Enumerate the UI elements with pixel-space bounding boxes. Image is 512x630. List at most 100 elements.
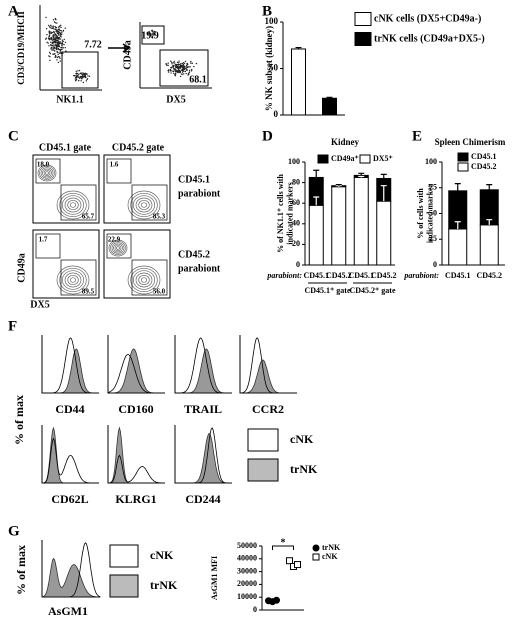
- event-dot: [183, 66, 185, 68]
- event-dot: [62, 29, 65, 32]
- panel-letter: E: [412, 128, 422, 144]
- error-bar: [454, 183, 461, 191]
- histogram-trnk: [41, 557, 100, 598]
- event-dot: [56, 59, 58, 61]
- legend-label: CD45.1: [471, 152, 497, 161]
- y-tick-label: 75: [429, 183, 437, 192]
- event-dot: [187, 66, 189, 68]
- event-dot: [48, 24, 50, 27]
- event-dot: [74, 78, 77, 80]
- event-dot: [174, 72, 177, 74]
- contour: [138, 199, 150, 211]
- event-dot: [176, 63, 178, 66]
- marker-label: CCR2: [252, 402, 284, 416]
- event-dot: [61, 41, 63, 43]
- event-dot: [57, 55, 60, 58]
- gate: [106, 158, 132, 184]
- legend-label: cNK: [150, 548, 174, 562]
- event-dot: [51, 49, 53, 51]
- event-dot: [53, 28, 55, 30]
- contour: [67, 199, 79, 211]
- y-tick-label: 0: [433, 260, 437, 269]
- event-dot: [171, 63, 173, 65]
- event-dot: [178, 64, 181, 66]
- event-dot: [48, 51, 51, 54]
- event-dot: [53, 53, 55, 55]
- label: 7.72: [84, 39, 102, 50]
- plot-frame: [32, 229, 100, 299]
- event-dot: [50, 38, 52, 41]
- y-tick-label: 60: [292, 198, 300, 207]
- point: [294, 561, 301, 569]
- event-dot: [48, 45, 50, 47]
- marker-label: AsGM1: [48, 604, 88, 618]
- event-dot: [181, 65, 183, 68]
- event-dot: [188, 71, 190, 74]
- event-dot: [50, 24, 52, 27]
- label: 89.5: [82, 288, 95, 296]
- event-dot: [173, 62, 176, 64]
- event-dot: [53, 41, 56, 43]
- event-dot: [55, 39, 58, 42]
- y-tick-label: 20: [292, 239, 300, 248]
- legend-label: CD49a⁺: [331, 154, 359, 163]
- event-dot: [186, 64, 188, 67]
- event-dot: [65, 50, 67, 52]
- event-dot: [52, 53, 54, 55]
- event-dot: [54, 25, 56, 28]
- event-dot: [52, 18, 55, 21]
- event-dot: [184, 70, 187, 73]
- event-dot: [75, 79, 77, 82]
- event-dot: [172, 70, 175, 73]
- contour: [37, 164, 57, 182]
- event-dot: [179, 75, 182, 78]
- gate: [61, 51, 99, 89]
- contour: [130, 192, 158, 218]
- event-dot: [51, 45, 53, 47]
- contour: [132, 270, 156, 290]
- event-dot: [57, 41, 59, 44]
- event-dot: [58, 52, 61, 54]
- event-dot: [52, 25, 55, 27]
- event-dot: [48, 34, 51, 37]
- event-dot: [147, 33, 149, 36]
- event-dot: [45, 28, 48, 30]
- event-dot: [56, 51, 58, 53]
- marker-label: KLRG1: [115, 492, 156, 506]
- histogram-cnk: [175, 337, 232, 394]
- contour: [59, 267, 87, 293]
- event-dot: [53, 44, 55, 47]
- y-tick-label: 10000: [237, 592, 257, 601]
- legend-label: CD45.2: [471, 162, 497, 171]
- bar: [376, 200, 392, 266]
- event-dot: [79, 76, 82, 78]
- x-tick-label: CD45.2: [476, 271, 502, 280]
- event-dot: [59, 25, 61, 27]
- event-dot: [57, 29, 60, 31]
- y-axis-label: indicated markers: [285, 182, 294, 244]
- event-dot: [167, 71, 170, 73]
- legend-label: trNK cells (CD49a+DX5-): [374, 33, 485, 44]
- panel-letter: G: [8, 523, 20, 539]
- event-dot: [154, 30, 156, 33]
- event-dot: [78, 77, 81, 79]
- error-bar: [454, 221, 461, 229]
- plot-frame: [32, 154, 100, 224]
- event-dot: [177, 67, 179, 70]
- legend-label: trNK: [290, 462, 318, 476]
- x-axis-label: parabiont:: [403, 271, 439, 280]
- event-dot: [183, 62, 186, 64]
- event-dot: [48, 33, 51, 35]
- event-dot: [54, 33, 56, 35]
- event-dot: [78, 79, 80, 82]
- event-dot: [50, 44, 52, 46]
- event-dot: [178, 70, 181, 72]
- event-dot: [62, 40, 64, 43]
- event-dot: [191, 68, 193, 71]
- event-dot: [56, 22, 58, 24]
- y-tick-label: 50: [429, 208, 437, 217]
- event-dot: [153, 33, 156, 35]
- event-dot: [81, 72, 83, 74]
- event-dot: [186, 62, 189, 65]
- event-dot: [169, 69, 172, 72]
